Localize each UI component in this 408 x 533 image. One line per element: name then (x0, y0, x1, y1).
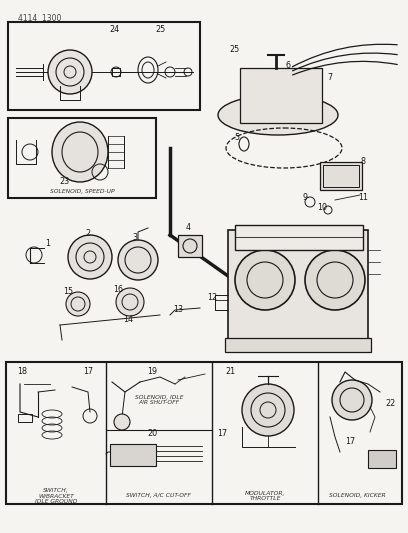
Text: 23: 23 (59, 177, 69, 187)
Circle shape (48, 50, 92, 94)
Bar (110, 444, 156, 466)
Text: 24: 24 (109, 26, 119, 35)
Text: 15: 15 (63, 287, 73, 296)
Bar (8, 118, 156, 198)
Bar (240, 68, 322, 123)
Text: 2: 2 (85, 229, 91, 238)
Circle shape (114, 414, 130, 430)
Text: 14: 14 (123, 316, 133, 325)
Circle shape (305, 250, 365, 310)
Text: MODULATOR,
THROTTLE: MODULATOR, THROTTLE (245, 490, 285, 502)
Text: 10: 10 (317, 203, 327, 212)
Text: 25: 25 (155, 26, 165, 35)
Bar (8, 22, 200, 110)
Bar (228, 230, 368, 340)
Bar (368, 450, 396, 468)
Text: 17: 17 (217, 430, 227, 439)
Text: 9: 9 (302, 192, 308, 201)
Bar (18, 414, 32, 422)
Text: SOLENOID, SPEED-UP: SOLENOID, SPEED-UP (50, 190, 114, 195)
Text: 18: 18 (17, 367, 27, 376)
Text: 1: 1 (46, 238, 51, 247)
Ellipse shape (218, 95, 338, 135)
Text: 4114  1300: 4114 1300 (18, 14, 61, 23)
Circle shape (332, 380, 372, 420)
Text: 22: 22 (385, 400, 395, 408)
Bar (178, 235, 202, 257)
Circle shape (66, 292, 90, 316)
Circle shape (118, 240, 158, 280)
Bar (320, 162, 362, 190)
Text: 17: 17 (345, 438, 355, 447)
Text: 25: 25 (230, 45, 240, 54)
Circle shape (116, 288, 144, 316)
Text: 16: 16 (113, 285, 123, 294)
Text: 19: 19 (147, 367, 157, 376)
Text: SWITCH, A/C CUT-OFF: SWITCH, A/C CUT-OFF (126, 494, 191, 498)
Text: 3: 3 (133, 233, 137, 243)
Circle shape (242, 384, 294, 436)
Bar (6, 362, 402, 504)
Text: 20: 20 (147, 430, 157, 439)
Text: SOLENOID, IDLE
AIR SHUT-OFF: SOLENOID, IDLE AIR SHUT-OFF (135, 394, 183, 406)
Circle shape (68, 235, 112, 279)
Text: 7: 7 (328, 74, 333, 83)
Text: 12: 12 (207, 294, 217, 303)
Text: 6: 6 (286, 61, 290, 70)
Text: SOLENOID, KICKER: SOLENOID, KICKER (329, 494, 385, 498)
Text: 4: 4 (186, 223, 191, 232)
Bar (235, 225, 363, 250)
Text: SWITCH,
W/BRACKET
IDLE GROUND: SWITCH, W/BRACKET IDLE GROUND (35, 488, 77, 504)
Text: 5: 5 (235, 133, 239, 142)
Bar (225, 338, 371, 352)
Text: 13: 13 (173, 305, 183, 314)
Text: 11: 11 (358, 192, 368, 201)
Text: 17: 17 (83, 367, 93, 376)
Text: 21: 21 (225, 367, 235, 376)
Text: 8: 8 (361, 157, 366, 166)
Circle shape (235, 250, 295, 310)
Bar (323, 165, 359, 187)
Ellipse shape (52, 122, 108, 182)
